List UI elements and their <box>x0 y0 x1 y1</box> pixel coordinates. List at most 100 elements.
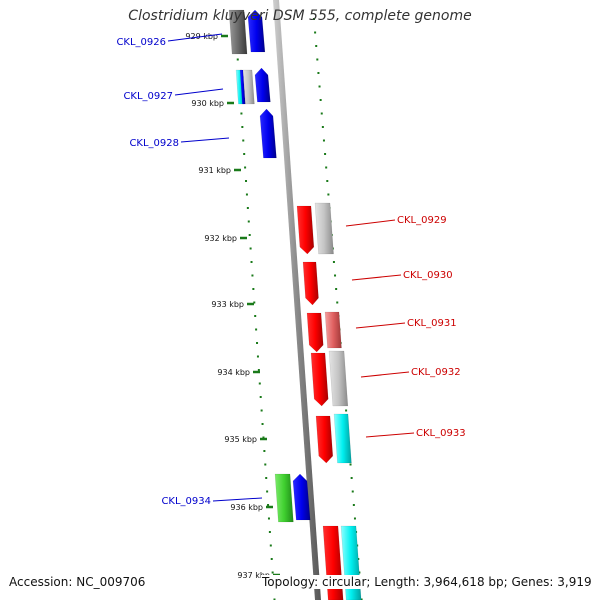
scale-tick-label: 930 kbp <box>191 99 224 108</box>
gc-dot <box>256 342 259 344</box>
gene-label[interactable]: CKL_0930 <box>403 270 453 281</box>
gene-arrow <box>296 205 315 255</box>
gene-label[interactable]: CKL_0929 <box>397 215 447 226</box>
gene-arrow <box>228 9 248 55</box>
gc-dot <box>326 180 329 182</box>
gc-dot <box>360 598 363 600</box>
gc-dot <box>245 193 248 196</box>
gc-dot <box>247 220 250 223</box>
gc-dot <box>263 450 266 452</box>
map-title: Clostridium kluyveri DSM 555, complete g… <box>128 8 472 24</box>
gc-dot <box>256 355 259 358</box>
gc-dot <box>236 58 239 61</box>
gc-dot <box>252 288 255 290</box>
gc-dot <box>258 382 261 385</box>
gc-dot <box>332 261 335 263</box>
gene-arrow <box>259 108 277 159</box>
gc-dot <box>248 234 251 236</box>
gc-dot <box>266 490 269 493</box>
gene-arrow <box>310 352 329 407</box>
gc-dot <box>267 517 270 520</box>
gc-dot <box>262 436 265 439</box>
gc-dot <box>251 274 254 277</box>
gene-label-leader <box>351 274 402 281</box>
gc-dot <box>250 261 253 263</box>
gc-dot <box>336 301 339 304</box>
gc-dot <box>315 45 318 47</box>
gc-dot <box>322 139 325 142</box>
gc-dot <box>257 369 260 371</box>
gene-label[interactable]: CKL_0926 <box>116 37 166 48</box>
gene-arrow <box>306 312 324 353</box>
scale-tick-label: 936 kbp <box>230 503 263 512</box>
gene-arrow <box>315 415 334 464</box>
gene-arrow <box>247 9 266 53</box>
gc-dot <box>244 166 247 169</box>
gene-label-leader <box>345 219 396 227</box>
gc-dot <box>253 301 256 304</box>
scale-tick-label: 931 kbp <box>198 166 231 175</box>
gene-label[interactable]: CKL_0932 <box>411 367 461 378</box>
gc-dot <box>254 315 257 317</box>
gc-dot <box>353 517 356 520</box>
gc-dot <box>267 504 270 506</box>
gc-dot <box>241 126 244 128</box>
gene-label[interactable]: CKL_0931 <box>407 318 457 329</box>
scale-tick-label: 935 kbp <box>224 435 257 444</box>
genome-backbone <box>273 0 321 600</box>
gc-dot <box>265 477 268 479</box>
gc-dot <box>264 463 267 466</box>
gene-arrow <box>314 202 334 255</box>
gene-arrow <box>333 413 352 464</box>
gene-arrow <box>274 473 294 523</box>
gc-dot <box>351 490 354 493</box>
topology-summary: Topology: circular; Length: 3,964,618 bp… <box>261 575 593 589</box>
scale-tick-label: 933 kbp <box>211 300 244 309</box>
gc-dot <box>335 288 338 290</box>
gc-dot <box>269 544 272 547</box>
gc-dot <box>259 396 262 398</box>
scale-tick-label: 934 kbp <box>217 368 250 377</box>
gene-arrow <box>324 311 342 349</box>
gc-dot <box>319 99 322 101</box>
gc-dot <box>246 207 249 209</box>
gc-dot <box>245 180 248 182</box>
gc-dot <box>358 571 361 574</box>
gc-dot <box>268 531 271 533</box>
gene-label[interactable]: CKL_0934 <box>161 496 211 507</box>
gc-dot <box>261 423 264 425</box>
gc-dot <box>324 153 327 155</box>
accession-text: Accession: NC_009706 <box>9 575 146 589</box>
gene-label[interactable]: CKL_0927 <box>123 91 173 102</box>
gc-dot <box>271 571 274 574</box>
gene-arrow <box>254 67 271 103</box>
gene-arrow <box>292 473 311 521</box>
scale-tick-label: 932 kbp <box>204 234 237 243</box>
gc-dot <box>325 166 328 169</box>
gc-dot <box>345 409 348 412</box>
gc-dot <box>273 598 276 600</box>
gc-dot <box>316 58 319 61</box>
gc-dot <box>334 274 337 277</box>
gene-arrow <box>242 69 255 105</box>
gc-dots-right <box>313 18 363 600</box>
gene-label[interactable]: CKL_0928 <box>129 138 179 149</box>
gene-label-leader <box>365 432 415 438</box>
gene-label[interactable]: CKL_0933 <box>416 428 466 439</box>
gc-dot <box>327 193 330 196</box>
gene-arrow <box>328 350 349 407</box>
gene-label-leader <box>212 497 263 502</box>
gc-dot <box>349 463 352 466</box>
gene-label-leader <box>174 88 224 96</box>
gc-dot <box>249 247 252 250</box>
gc-dot <box>255 328 258 331</box>
gc-dot <box>317 72 320 74</box>
gc-dot <box>243 153 246 155</box>
gc-dot <box>240 112 243 115</box>
gene-label-leader <box>167 33 223 42</box>
gene-label-leader <box>360 371 410 378</box>
gc-dot <box>242 139 245 142</box>
scale-tick-label: 937 kbp <box>237 571 270 580</box>
gene-label-leader <box>355 322 406 329</box>
